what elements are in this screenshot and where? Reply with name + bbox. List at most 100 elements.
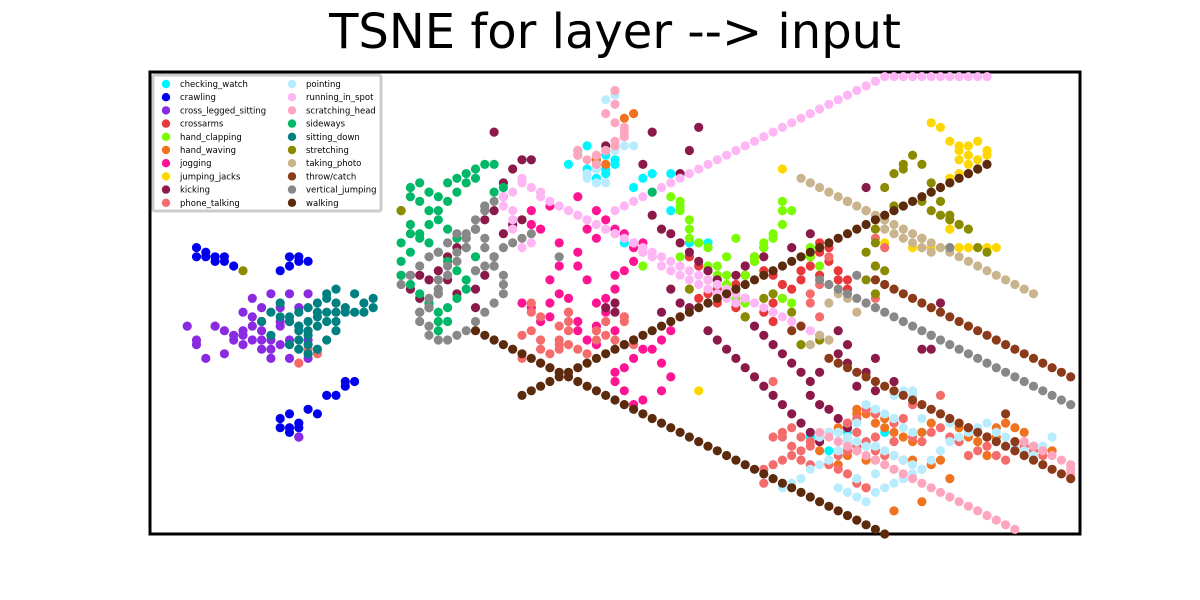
data-point — [545, 363, 555, 373]
data-point — [647, 252, 657, 262]
data-point — [824, 187, 834, 197]
data-point — [1019, 427, 1029, 437]
data-point — [787, 441, 797, 451]
data-point — [498, 289, 508, 299]
data-point — [935, 196, 946, 206]
legend-label: hand_clapping — [180, 133, 242, 143]
data-point — [991, 437, 1001, 447]
data-point — [656, 418, 667, 428]
data-point — [294, 344, 304, 354]
data-point — [470, 266, 481, 276]
legend-label: checking_watch — [180, 80, 248, 90]
data-point — [191, 243, 202, 253]
data-point — [257, 344, 267, 354]
data-point — [656, 307, 667, 317]
data-point — [666, 229, 676, 239]
data-point — [405, 192, 415, 202]
data-point — [489, 196, 499, 206]
data-point — [303, 289, 313, 299]
data-point — [870, 76, 881, 86]
data-point — [424, 252, 434, 262]
data-point — [842, 196, 853, 206]
data-point — [229, 261, 239, 271]
legend-marker — [161, 119, 171, 128]
data-point — [415, 229, 425, 239]
data-point — [312, 307, 322, 317]
data-point — [601, 349, 611, 359]
data-point — [1001, 409, 1011, 419]
data-point — [889, 427, 899, 437]
data-point — [852, 474, 862, 484]
data-point — [935, 210, 946, 220]
legend-marker — [161, 172, 171, 181]
data-point — [470, 326, 481, 336]
data-point — [470, 252, 481, 262]
data-point — [889, 284, 899, 294]
data-point — [284, 353, 295, 363]
series-scratching-head — [573, 85, 1076, 535]
data-point — [452, 293, 462, 303]
data-point — [898, 423, 908, 433]
data-point — [443, 316, 453, 327]
data-point — [629, 335, 639, 345]
data-point — [629, 109, 639, 119]
data-point — [852, 270, 862, 280]
data-point — [954, 145, 964, 156]
data-point — [889, 464, 899, 474]
data-point — [768, 376, 778, 387]
data-point — [396, 256, 406, 266]
legend-marker — [161, 93, 171, 102]
data-point — [861, 219, 871, 230]
data-point — [266, 330, 276, 340]
data-point — [777, 164, 788, 174]
data-point — [852, 381, 862, 391]
data-point — [461, 275, 471, 285]
data-point — [833, 266, 843, 276]
data-point — [787, 243, 797, 253]
data-point — [1001, 340, 1011, 350]
data-point — [963, 423, 974, 433]
data-point — [508, 206, 518, 216]
data-point — [1019, 349, 1029, 359]
data-point — [805, 492, 815, 502]
data-point — [787, 307, 797, 317]
data-point — [712, 261, 722, 271]
data-point — [610, 155, 620, 165]
legend-marker — [161, 132, 171, 141]
data-point — [526, 307, 536, 317]
legend-marker — [161, 185, 171, 194]
data-point — [935, 182, 946, 193]
legend-item: walking — [287, 198, 339, 209]
data-point — [452, 229, 462, 239]
series-crawling — [191, 243, 360, 442]
data-point — [759, 238, 769, 248]
data-point — [480, 206, 490, 216]
data-point — [452, 173, 462, 183]
data-point — [489, 159, 499, 169]
data-point — [861, 206, 871, 216]
data-point — [629, 353, 639, 363]
data-point — [656, 182, 667, 193]
data-point — [852, 293, 862, 303]
data-point — [777, 122, 788, 132]
data-point — [870, 441, 881, 451]
data-point — [294, 335, 304, 345]
data-point — [405, 219, 415, 230]
data-point — [870, 404, 881, 414]
data-point — [610, 344, 620, 354]
data-point — [1038, 386, 1048, 396]
data-point — [424, 321, 434, 331]
data-point — [842, 510, 853, 521]
data-point — [805, 261, 815, 271]
data-point — [963, 450, 974, 461]
data-point — [898, 469, 908, 479]
data-point — [396, 206, 406, 216]
data-point — [703, 298, 713, 308]
data-point — [749, 372, 760, 382]
data-point — [1038, 460, 1048, 470]
data-point — [675, 252, 685, 262]
data-point — [1028, 353, 1039, 363]
data-point — [889, 478, 899, 488]
data-point — [526, 353, 536, 363]
data-point — [554, 252, 564, 262]
